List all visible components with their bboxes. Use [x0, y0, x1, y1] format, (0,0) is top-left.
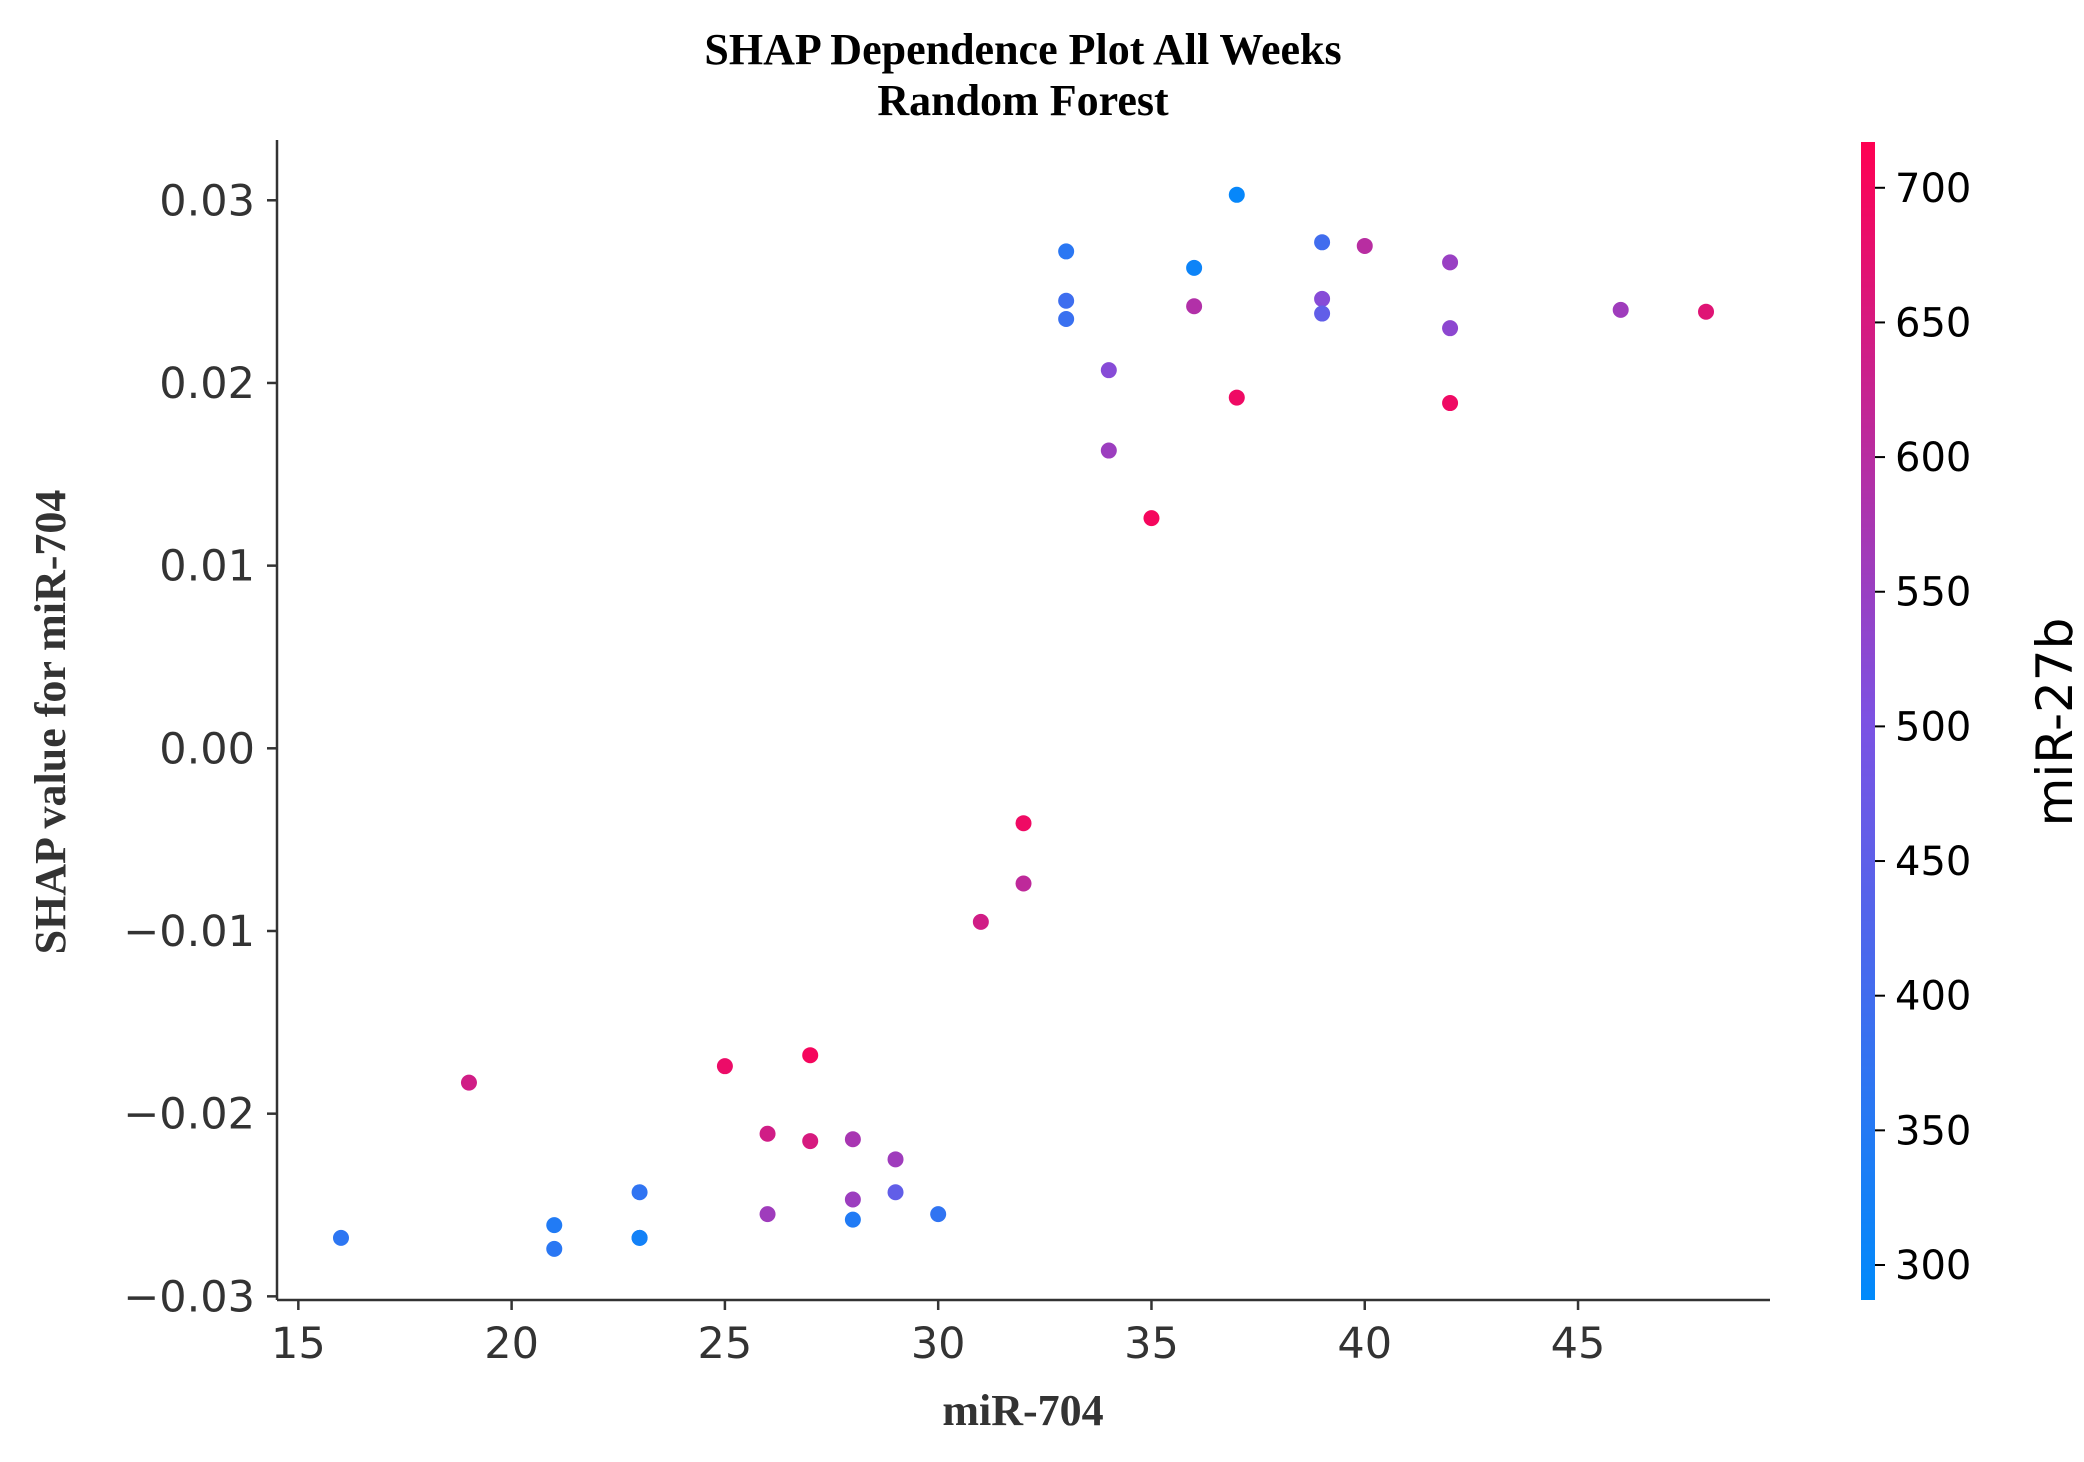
scatter-point: [1698, 303, 1715, 320]
scatter-point: [972, 913, 989, 930]
scatter-point: [802, 1133, 819, 1150]
scatter-point: [759, 1125, 776, 1142]
scatter-point: [546, 1217, 563, 1234]
colorbar-tick-label: 550: [1895, 570, 1971, 616]
scatter-point: [844, 1191, 861, 1208]
scatter-point: [1314, 305, 1331, 322]
y-tick-label: 0.00: [159, 724, 255, 774]
scatter-point: [631, 1184, 648, 1201]
x-axis-ticks: 15 20 25 30 35 40 45: [271, 1300, 1605, 1369]
scatter-point: [1442, 320, 1459, 337]
x-tick-label: 15: [271, 1319, 326, 1369]
y-tick-label: −0.03: [123, 1272, 255, 1322]
scatter-point: [460, 1074, 477, 1091]
colorbar-tick-label: 500: [1895, 704, 1971, 750]
scatter-point: [1058, 311, 1075, 328]
scatter-point: [887, 1184, 904, 1201]
scatter-point: [1228, 186, 1245, 203]
colorbar-tick-label: 350: [1895, 1108, 1971, 1154]
scatter-point: [1442, 254, 1459, 271]
scatter-point: [759, 1206, 776, 1223]
scatter-point: [1015, 875, 1032, 892]
scatter-point: [631, 1229, 648, 1246]
colorbar-tick-label: 400: [1895, 974, 1971, 1020]
x-tick-label: 40: [1337, 1319, 1392, 1369]
x-tick-label: 25: [698, 1319, 753, 1369]
scatter-point: [1314, 234, 1331, 251]
chart-title-line2: Random Forest: [877, 76, 1169, 125]
scatter-point: [1100, 362, 1117, 379]
y-tick-label: 0.02: [159, 359, 255, 409]
y-tick-label: −0.02: [123, 1090, 255, 1140]
x-tick-label: 20: [484, 1319, 539, 1369]
scatter-point: [844, 1211, 861, 1228]
colorbar-tick-label: 300: [1895, 1243, 1971, 1289]
x-tick-label: 30: [911, 1319, 966, 1369]
scatter-point: [716, 1058, 733, 1075]
scatter-point: [844, 1131, 861, 1148]
scatter-point: [1058, 292, 1075, 309]
scatter-point: [332, 1229, 349, 1246]
x-tick-label: 45: [1551, 1319, 1606, 1369]
scatter-point: [1058, 243, 1075, 260]
scatter-point: [802, 1047, 819, 1064]
scatter-point: [930, 1206, 947, 1223]
scatter-point: [1015, 815, 1032, 832]
scatter-point: [1100, 442, 1117, 459]
y-axis-label: SHAP value for miR-704: [26, 490, 75, 955]
chart-title-line1: SHAP Dependence Plot All Weeks: [704, 25, 1341, 74]
colorbar-tick-label: 700: [1895, 166, 1971, 212]
scatter-point: [1442, 395, 1459, 412]
scatter-point: [1612, 301, 1629, 318]
y-tick-label: 0.01: [159, 542, 255, 592]
scatter-point: [1314, 290, 1331, 307]
colorbar-tick-label: 650: [1895, 300, 1971, 346]
scatter-point: [1356, 237, 1373, 254]
scatter-points: [332, 186, 1715, 1257]
y-tick-label: 0.03: [159, 176, 255, 226]
x-axis-label: miR-704: [942, 1386, 1103, 1435]
x-tick-label: 35: [1124, 1319, 1179, 1369]
scatter-point: [887, 1151, 904, 1168]
colorbar-label: miR-27b: [2026, 618, 2084, 827]
scatter-point: [1186, 259, 1203, 276]
colorbar-tick-label: 450: [1895, 839, 1971, 885]
colorbar-tick-label: 600: [1895, 435, 1971, 481]
scatter-point: [546, 1240, 563, 1257]
colorbar-ticks: 300 350 400 450 500 550 600 650 700: [1875, 166, 1971, 1289]
colorbar: [1861, 142, 1875, 1300]
y-tick-label: −0.01: [123, 907, 255, 957]
scatter-point: [1228, 389, 1245, 406]
scatter-point: [1186, 298, 1203, 315]
y-axis-ticks: −0.03 −0.02 −0.01 0.00 0.01 0.02 0.03: [123, 176, 277, 1322]
scatter-point: [1143, 510, 1160, 527]
